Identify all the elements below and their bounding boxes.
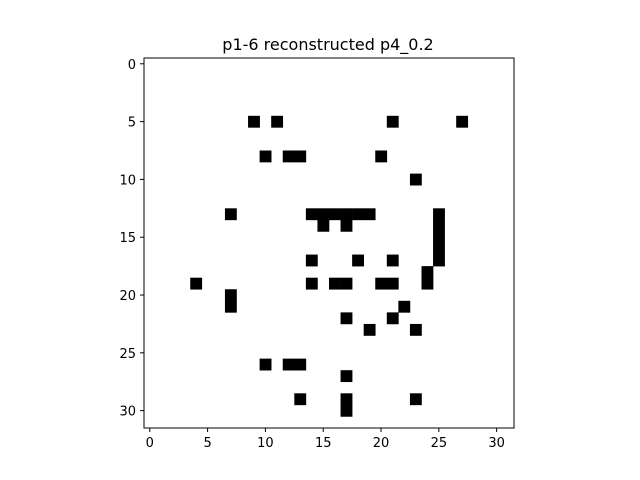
heatmap-cell [433, 231, 445, 244]
heatmap-cell [409, 173, 422, 186]
y-axis: 0 5 10 15 20 25 30 [119, 58, 144, 420]
heatmap-cell [409, 323, 422, 336]
plot-background [144, 58, 514, 428]
plot-frame [143, 57, 515, 429]
heatmap-cell [294, 358, 307, 371]
y-tick-label: 25 [119, 347, 136, 362]
x-tick-label: 15 [315, 436, 332, 451]
heatmap-cell [224, 208, 237, 221]
heatmap-cell [421, 266, 434, 278]
heatmap-cell [352, 254, 364, 267]
x-tick-label: 20 [373, 436, 390, 451]
heatmap-cell [305, 254, 318, 267]
heatmap-cell [363, 323, 376, 336]
heatmap-cell [259, 358, 272, 371]
heatmap-cell [386, 277, 399, 290]
heatmap-cell [433, 254, 445, 267]
x-tick-label: 0 [146, 436, 154, 451]
heatmap-cell [340, 312, 353, 325]
heatmap-cell [375, 277, 388, 290]
heatmap-cell [305, 277, 318, 290]
heatmap-cell [386, 254, 399, 267]
x-axis: 0 5 10 15 20 25 30 [146, 428, 505, 451]
y-tick-label: 30 [119, 405, 136, 420]
heatmap-cell [340, 370, 353, 383]
y-tick-label: 0 [128, 58, 136, 73]
heatmap-cell [317, 219, 330, 232]
plot-area [143, 57, 515, 429]
heatmap-cell [352, 208, 364, 221]
heatmap-cell [305, 208, 318, 221]
heatmap-cell [409, 393, 422, 406]
heatmap-cell [456, 115, 469, 128]
heatmap-cell [271, 115, 284, 128]
heatmap-cell [340, 208, 353, 221]
heatmap-cell [294, 393, 307, 406]
chart-title: p1-6 reconstructed p4_0.2 [222, 35, 433, 55]
heatmap-cell [433, 219, 445, 232]
x-tick-label: 10 [257, 436, 274, 451]
heatmap-cell [224, 300, 237, 313]
x-tick-label: 5 [203, 436, 211, 451]
y-tick-label: 10 [119, 173, 136, 188]
heatmap-cell [224, 289, 237, 302]
x-tick-label: 25 [431, 436, 448, 451]
heatmap-cell [294, 150, 307, 163]
heatmap-cell [375, 150, 388, 163]
heatmap-cell [340, 219, 353, 232]
heatmap-cell [282, 150, 295, 163]
y-tick-label: 20 [119, 289, 136, 304]
heatmap-cell [433, 243, 445, 255]
heatmap-cell [340, 393, 353, 406]
heatmap-cell [433, 208, 445, 221]
heatmap-cell [386, 115, 399, 128]
x-tick-label: 30 [488, 436, 505, 451]
heatmap-cell [259, 150, 272, 163]
heatmap-cell [329, 208, 341, 221]
heatmap-cell [421, 277, 434, 290]
heatmap-cell [340, 277, 353, 290]
heatmap-cell [317, 208, 330, 221]
heatmap-cell [363, 208, 376, 221]
y-tick-label: 15 [119, 231, 136, 246]
heatmap-cell [329, 277, 341, 290]
heatmap-cell [386, 312, 399, 325]
heatmap-cell [340, 404, 353, 417]
heatmap-cell [190, 277, 203, 290]
heatmap-cell [248, 115, 260, 128]
heatmap-cell [398, 300, 411, 313]
y-tick-label: 5 [128, 116, 136, 131]
heatmap-cell [282, 358, 295, 371]
